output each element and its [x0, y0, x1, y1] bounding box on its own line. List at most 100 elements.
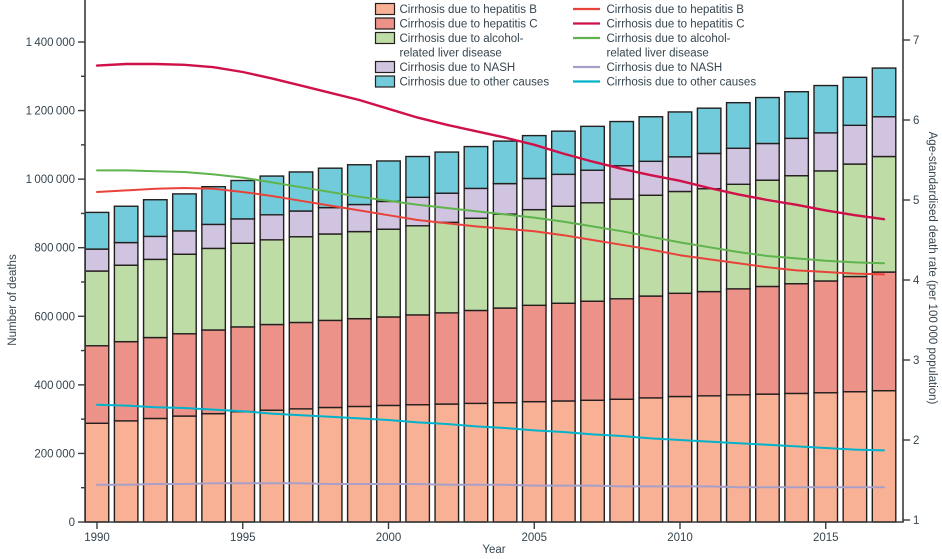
rate-line-s1	[95, 62, 886, 221]
right-axis-tick-label: 6	[913, 115, 919, 127]
bar-segment-1994-s4	[201, 185, 227, 226]
x-axis-tick-label: 1995	[230, 532, 256, 544]
bar-segment-1995-s4	[230, 179, 256, 220]
bar-segment-2005-s3	[521, 177, 547, 211]
legend-bar-item-label-3: Cirrhosis due to NASH	[400, 62, 516, 74]
x-axis-title: Year	[482, 544, 505, 556]
bar-segment-2016-s3	[842, 124, 868, 165]
bar-segment-2011-s3	[696, 152, 722, 190]
bar-segment-1999-s0	[346, 405, 372, 523]
bar-segment-1990-s0	[84, 422, 110, 523]
rate-line-s2	[96, 169, 885, 265]
bar-segment-1998-s0	[317, 406, 343, 523]
bar-segment-2002-s4	[434, 151, 460, 194]
legend-line-item-label-1: Cirrhosis due to hepatitis C	[607, 19, 745, 31]
bar-segment-1999-s1	[346, 317, 372, 408]
legend-bar-swatch-2	[374, 31, 396, 45]
left-axis-tick-label: 200 000	[34, 448, 75, 460]
bar-segment-2017-s0	[871, 389, 897, 523]
bar-segment-2009-s2	[638, 194, 664, 297]
legend-bar-item-label-0: Cirrhosis due to hepatitis B	[400, 4, 538, 16]
bar-segment-2000-s1	[376, 316, 401, 407]
bar-segment-1993-s1	[171, 333, 197, 417]
right-axis-tick-label: 2	[913, 435, 919, 447]
bar-segment-2007-s1	[580, 300, 605, 401]
bar-segment-2010-s1	[667, 292, 693, 398]
bar-segment-2011-s1	[696, 290, 722, 397]
bar-segment-2000-s0	[376, 404, 401, 523]
bar-segment-1992-s0	[142, 417, 168, 523]
bar-segment-2015-s4	[813, 84, 839, 134]
bar-segment-1992-s4	[142, 199, 168, 238]
bar-segment-1995-s1	[230, 326, 256, 413]
bar-segment-1996-s1	[259, 323, 285, 411]
bar-segment-2011-s0	[696, 395, 722, 523]
bar-segment-2005-s0	[521, 400, 547, 523]
bar-segment-1996-s2	[259, 239, 285, 326]
legend-line-item-label-0: Cirrhosis due to hepatitis B	[607, 4, 745, 16]
bar-segment-1991-s1	[113, 340, 139, 422]
bar-segment-2016-s0	[842, 391, 868, 523]
right-axis-tick-label: 7	[913, 35, 919, 47]
x-axis-tick-label: 2010	[667, 532, 693, 544]
bar-segment-2001-s1	[405, 314, 431, 406]
x-axis-tick-label: 1990	[84, 532, 110, 544]
bar-segment-2015-s0	[813, 392, 839, 523]
bar-segment-1991-s3	[113, 241, 139, 266]
right-axis-tick-label: 4	[913, 275, 920, 287]
bar-segment-2003-s3	[463, 187, 489, 219]
bar-segment-1991-s4	[113, 205, 139, 244]
bar-segment-2014-s4	[784, 91, 810, 140]
bar-segment-1994-s1	[201, 329, 227, 415]
bar-segment-2009-s0	[638, 397, 664, 523]
bar-segment-1991-s2	[113, 264, 139, 343]
bar-segment-2003-s2	[463, 217, 489, 312]
bar-segment-1998-s3	[317, 206, 343, 235]
bar-segment-2009-s4	[638, 116, 664, 163]
bar-segment-1993-s0	[171, 415, 197, 523]
rate-line-s3	[96, 482, 885, 489]
bar-segment-1991-s0	[113, 420, 139, 523]
bar-segment-1998-s4	[317, 167, 343, 209]
bar-segment-2010-s3	[667, 156, 693, 193]
bar-segment-2002-s0	[434, 403, 460, 523]
bar-segment-2017-s4	[871, 67, 897, 118]
bar-segment-1998-s2	[317, 233, 343, 322]
bar-segment-2012-s0	[725, 394, 751, 523]
bar-segment-1994-s0	[201, 412, 227, 523]
bar-segment-2017-s3	[871, 116, 897, 158]
bar-segment-1995-s0	[230, 410, 256, 523]
bar-segment-2014-s2	[784, 175, 810, 285]
bar-segment-2003-s1	[463, 309, 489, 405]
bar-segment-1997-s4	[288, 171, 314, 212]
bar-segment-2006-s0	[550, 400, 576, 523]
rate-line-s0	[96, 187, 885, 276]
bar-segment-1990-s4	[84, 211, 110, 250]
bar-segment-2014-s3	[784, 137, 810, 177]
bar-segment-1993-s3	[171, 230, 197, 255]
bar-segment-1997-s3	[288, 210, 314, 238]
bar-segment-2006-s1	[550, 302, 576, 402]
bar-segment-1992-s3	[142, 235, 168, 261]
bar-segment-2004-s3	[492, 182, 518, 215]
bar-segment-2001-s2	[405, 225, 431, 316]
bar-segment-2015-s2	[813, 170, 839, 282]
bar-segment-2004-s4	[492, 140, 518, 185]
bar-segment-2007-s0	[580, 399, 605, 523]
bar-segment-2012-s2	[725, 183, 751, 290]
bar-segment-2007-s3	[580, 169, 605, 204]
bar-segment-1990-s1	[84, 345, 110, 424]
bar-segment-1990-s3	[84, 248, 110, 272]
left-axis-tick-label: 1 400 000	[26, 37, 75, 49]
bar-segment-1997-s1	[288, 321, 314, 410]
legend-bar-item-label-1: Cirrhosis due to hepatitis C	[400, 19, 538, 31]
bar-segment-2012-s4	[725, 101, 751, 149]
bar-segment-2008-s1	[609, 298, 635, 400]
legend-line-item-label-2: Cirrhosis due to alcohol-	[607, 33, 731, 45]
legend-line-item-label-3: Cirrhosis due to NASH	[607, 62, 723, 74]
left-axis-title: Number of deaths	[7, 254, 19, 346]
bar-segment-2012-s3	[725, 147, 751, 185]
left-axis-tick-label: 0	[69, 517, 75, 529]
bar-segment-2013-s2	[755, 179, 780, 288]
